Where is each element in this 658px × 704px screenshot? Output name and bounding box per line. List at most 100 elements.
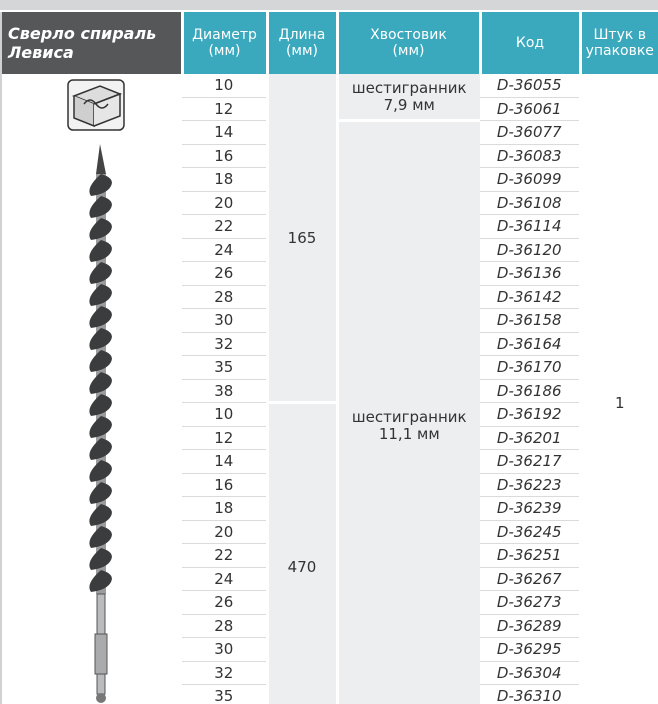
length-cell: 470 [265, 402, 337, 704]
diameter-cell: 28 [182, 285, 267, 309]
top-strip [0, 0, 658, 12]
code-cell: D-36201 [480, 426, 580, 450]
code-cell: D-36099 [480, 167, 580, 192]
code-cell: D-36136 [480, 261, 580, 286]
code-cell: D-36108 [480, 191, 580, 215]
table-row: 16 D-36083 [0, 144, 658, 168]
header-cell: Диаметр (мм) [180, 12, 267, 74]
code-cell: D-36061 [480, 97, 580, 121]
diameter-cell: 10 [182, 402, 267, 427]
code-cell: D-36217 [480, 449, 580, 474]
diameter-cell: 16 [182, 144, 267, 168]
text-line: 11,1 мм [378, 425, 440, 443]
table-row: 12 D-36201 [0, 426, 658, 450]
table-row: 30 D-36158 [0, 308, 658, 333]
table-row: 16 D-36223 [0, 473, 658, 497]
code-cell: D-36310 [480, 684, 580, 704]
code-cell: D-36170 [480, 355, 580, 380]
left-border [0, 12, 2, 704]
text-line: Штук в [593, 27, 647, 43]
code-cell: D-36083 [480, 144, 580, 168]
product-table: Сверло спираль Левиса Диаметр (мм) Длина (мм)… [0, 12, 658, 704]
code-cell: D-36164 [480, 332, 580, 356]
code-cell: D-36245 [480, 520, 580, 544]
table-row: 24 D-36120 [0, 238, 658, 262]
diameter-cell: 12 [182, 97, 267, 121]
table-row: 18 D-36239 [0, 496, 658, 521]
diameter-cell: 28 [182, 614, 267, 638]
table-row: 35 D-36170 [0, 355, 658, 380]
table-body: 10 165 шестигранник 7,9 мм D-36055 1 12 D-36061… [0, 74, 658, 704]
header-cell: Длина (мм) [265, 12, 337, 74]
table-row: 14 D-36217 [0, 449, 658, 474]
text-line: шестигранник [351, 78, 467, 97]
table-row: 32 D-36304 [0, 661, 658, 685]
code-cell: D-36223 [480, 473, 580, 497]
diameter-cell: 35 [182, 684, 267, 704]
text-line: Сверло спираль [8, 24, 157, 43]
header-cell: Хвостовик (мм) [335, 12, 480, 74]
drill [89, 144, 112, 703]
diameter-cell: 30 [182, 637, 267, 662]
code-cell: D-36304 [480, 661, 580, 685]
table-row: 14 шестигранник 11,1 мм D-36077 [0, 120, 658, 704]
table-row: 28 D-36289 [0, 614, 658, 638]
header-row: Сверло спираль Левиса Диаметр (мм) Длина (мм)… [0, 12, 658, 74]
table-row: 22 D-36114 [0, 214, 658, 239]
code-cell: D-36120 [480, 238, 580, 262]
diameter-cell: 32 [182, 332, 267, 356]
text-line: упаковке [585, 43, 654, 59]
drill-image-cell [0, 74, 182, 704]
table-row: 32 D-36164 [0, 332, 658, 356]
diameter-cell: 24 [182, 567, 267, 591]
table-row: 22 D-36251 [0, 543, 658, 568]
code-cell: D-36055 [480, 74, 580, 98]
table-row: 10 165 шестигранник 7,9 мм D-36055 1 [0, 74, 658, 704]
text-line: (мм) [392, 43, 425, 59]
code-cell: D-36192 [480, 402, 580, 427]
table-row: 20 D-36108 [0, 191, 658, 215]
table-row: 18 D-36099 [0, 167, 658, 192]
diameter-cell: 26 [182, 261, 267, 286]
diameter-cell: 20 [182, 191, 267, 215]
table-row: 38 D-36186 [0, 379, 658, 403]
header-cell: Код [478, 12, 580, 74]
diameter-cell: 14 [182, 120, 267, 145]
diameter-cell: 16 [182, 473, 267, 497]
code-cell: D-36289 [480, 614, 580, 638]
diameter-cell: 14 [182, 449, 267, 474]
text-line: Диаметр [192, 27, 257, 43]
table-row: 12 D-36061 [0, 97, 658, 121]
code-cell: D-36239 [480, 496, 580, 521]
diameter-cell: 38 [182, 379, 267, 403]
header-cell: Штук в упаковке [578, 12, 658, 74]
code-cell: D-36295 [480, 637, 580, 662]
diameter-cell: 32 [182, 661, 267, 685]
code-cell: D-36251 [480, 543, 580, 568]
shank-cell: шестигранник 7,9 мм [335, 74, 480, 122]
diameter-cell: 10 [182, 74, 267, 98]
text-line: (мм) [285, 43, 319, 59]
shank-cell: шестигранник 11,1 мм [335, 120, 480, 704]
table-row: 20 D-36245 [0, 520, 658, 544]
code-cell: D-36142 [480, 285, 580, 309]
diameter-cell: 22 [182, 543, 267, 568]
diameter-cell: 30 [182, 308, 267, 333]
diameter-cell: 12 [182, 426, 267, 450]
text-line: Хвостовик [370, 27, 447, 43]
code-cell: D-36186 [480, 379, 580, 403]
code-cell: D-36267 [480, 567, 580, 591]
wood-icon [67, 79, 125, 131]
drill-illustration [67, 79, 125, 703]
code-cell: D-36114 [480, 214, 580, 239]
table-row: 28 D-36142 [0, 285, 658, 309]
table-row: 26 D-36273 [0, 590, 658, 615]
diameter-cell: 20 [182, 520, 267, 544]
diameter-cell: 24 [182, 238, 267, 262]
text-line: Код [515, 35, 545, 51]
diameter-cell: 22 [182, 214, 267, 239]
table-row: 35 D-36310 [0, 684, 658, 704]
table-row: 10 470 D-36192 [0, 402, 658, 704]
code-cell: D-36273 [480, 590, 580, 615]
text-line: Левиса [8, 43, 74, 62]
